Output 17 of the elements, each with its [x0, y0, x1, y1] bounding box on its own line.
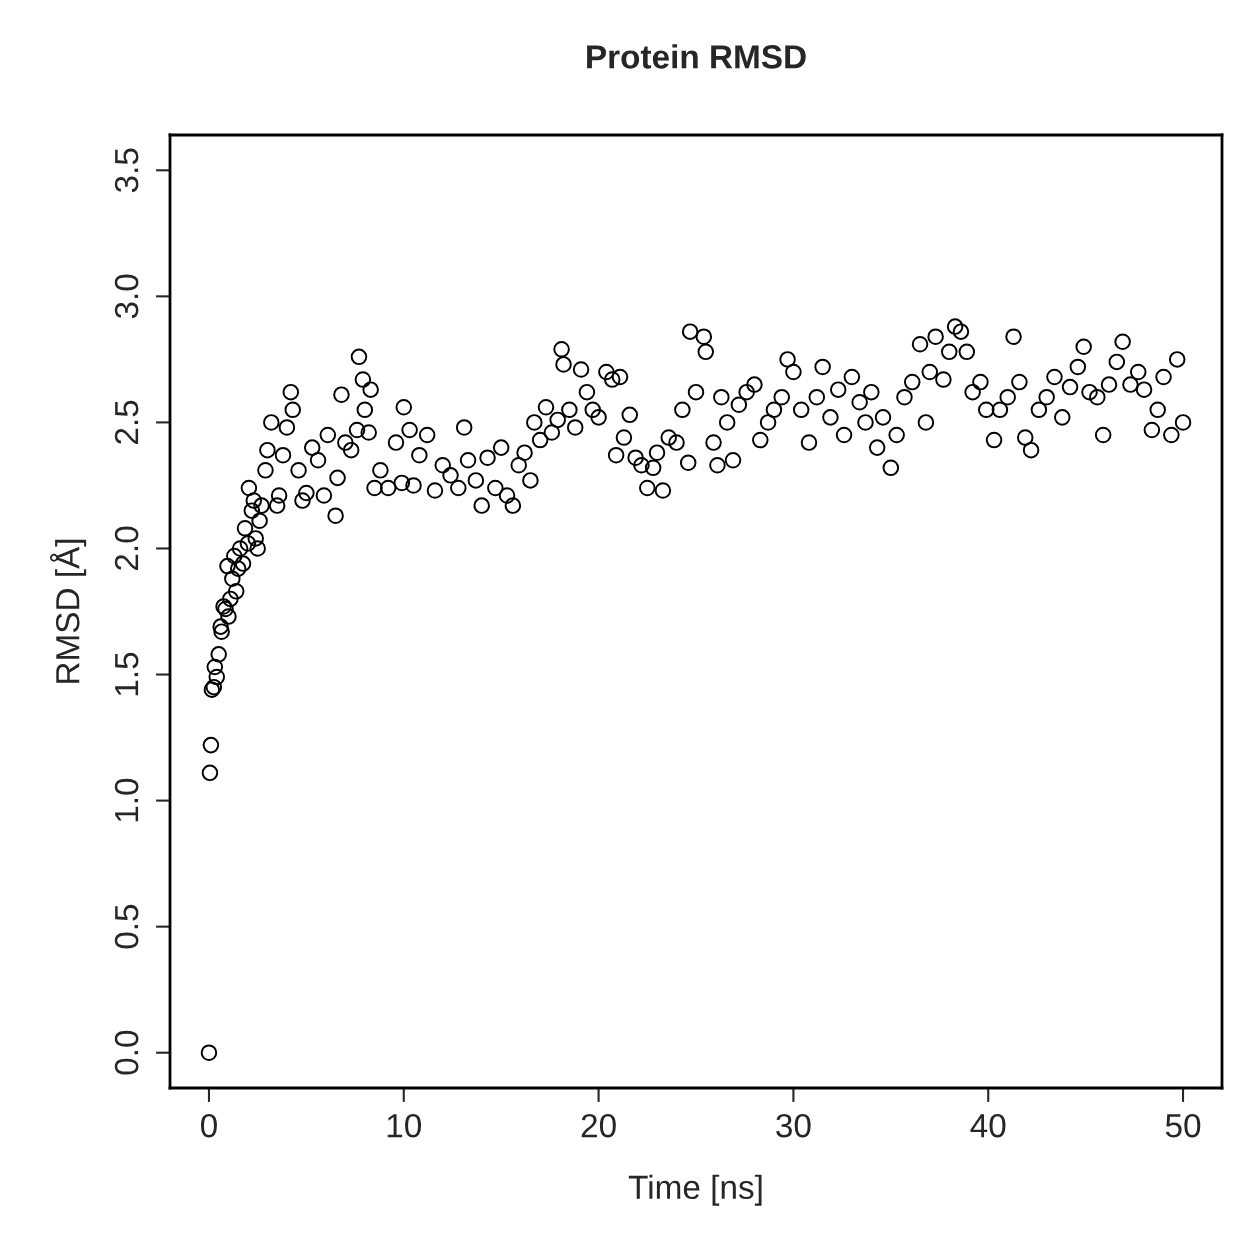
x-tick-label: 0 — [201, 1113, 217, 1138]
y-tick-label: 0.5 — [114, 904, 139, 949]
x-tick-label: 30 — [776, 1113, 811, 1138]
x-tick-label: 50 — [1165, 1113, 1201, 1138]
x-tick-label: 20 — [581, 1113, 616, 1138]
y-tick-label: 1.0 — [114, 778, 139, 822]
x-tick-label: 10 — [387, 1113, 422, 1138]
y-tick-label: 3.5 — [114, 148, 139, 193]
chart-title: Protein RMSD — [587, 44, 806, 69]
y-tick-label: 3.0 — [114, 274, 139, 319]
y-tick-label: 2.0 — [114, 526, 139, 570]
y-tick-label: 2.5 — [114, 400, 139, 444]
x-tick-label: 40 — [970, 1113, 1006, 1138]
y-tick-label: 0.0 — [114, 1030, 139, 1075]
y-axis-title: RMSD [Å] — [50, 539, 87, 683]
y-tick-label: 1.5 — [115, 652, 139, 696]
x-axis-title: Time [ns] — [628, 1174, 762, 1206]
